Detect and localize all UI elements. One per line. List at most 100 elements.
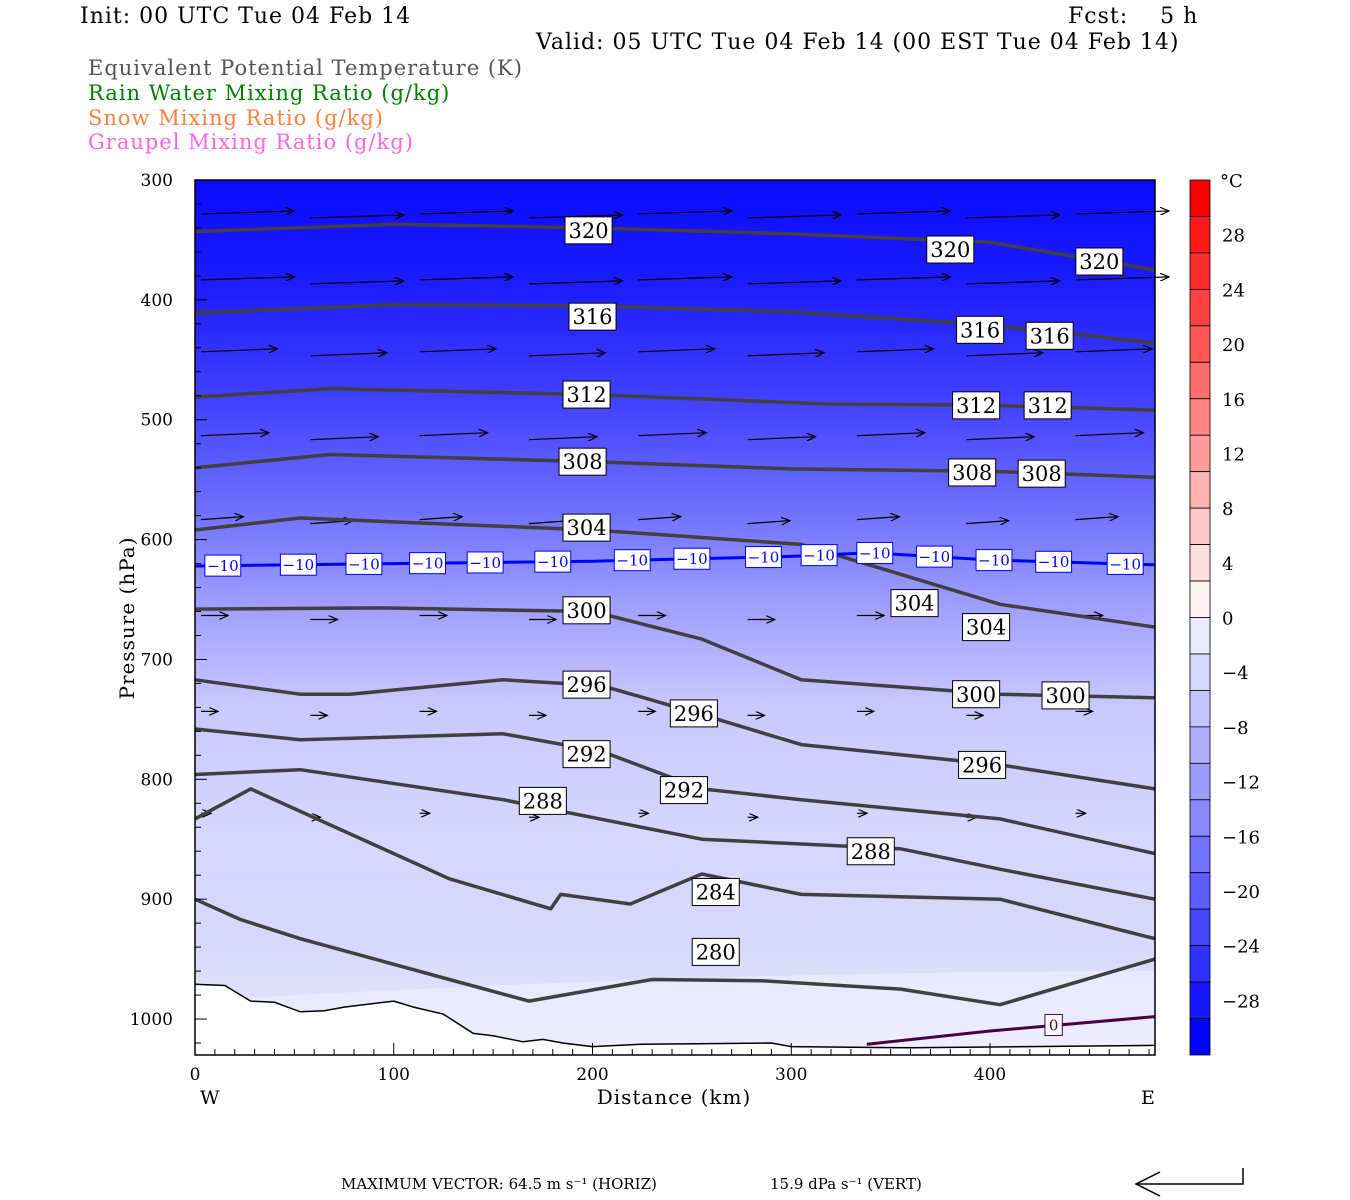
isotherm-label: −10 [412,555,444,573]
wind-vector [747,437,816,440]
theta-e-label-304-box [562,513,611,542]
theta-e-label-312-box [1023,391,1072,420]
isotherm-label: −10 [348,555,380,573]
colorbar-label: 0 [1222,609,1233,630]
colorbar-bin [1189,288,1211,327]
theta-e-label-312: 312 [956,394,996,418]
wind-vector [419,211,514,214]
isotherm-label-box [1106,552,1144,575]
west-label: W [200,1087,220,1109]
theta-e-label-320: 320 [1079,250,1119,274]
theta-e-label-292-box [562,740,611,769]
wind-vector [856,433,925,436]
y-tick-label: 500 [141,411,173,431]
colorbar-unit: °C [1220,171,1243,192]
wind-vector [200,433,269,436]
wind-vector [528,437,597,440]
theta-e-label-296: 296 [567,673,607,697]
colorbar-label: 4 [1222,554,1233,575]
wind-vector [200,349,278,352]
theta-e-label-320: 320 [930,238,970,262]
wind-vector [747,521,791,524]
isotherm-label: −10 [616,552,648,570]
theta-e-label-300: 300 [956,683,996,707]
isotherm-label-box [204,554,242,577]
colorbar-bin [1189,726,1211,764]
colorbar-bin [1189,908,1211,947]
reference-vector-arrowhead-icon [1134,1171,1161,1197]
isotherm-label-box [534,550,572,573]
temperature-shading [195,180,1155,1055]
theta-e-label-308: 308 [952,461,992,485]
isotherm-label-box [466,551,504,574]
theta-e-label-308-box [1017,459,1066,488]
max-vector-vert: 15.9 dPa s⁻¹ (VERT) [770,1175,922,1193]
wind-vector [419,433,488,436]
theta-e-label-280: 280 [696,940,736,964]
wind-vector [1075,517,1119,520]
wind-vector [966,281,1060,284]
theta-e-label-296-box [958,750,1007,779]
colorbar-bin [1189,617,1211,655]
east-label: E [1141,1087,1155,1109]
theta-e-label-292: 292 [567,743,607,767]
colorbar-bin [1189,981,1211,1019]
theta-e-label-316: 316 [960,318,1000,342]
wind-vector [638,277,732,280]
x-tick-label: 300 [775,1065,807,1085]
theta-e-label-300-box [562,596,611,625]
y-tick-label: 900 [141,890,173,910]
theta-e-label-300-box [952,680,1001,709]
wind-vector [200,277,295,280]
isotherm-label-box [345,552,383,575]
wind-vector [747,281,842,284]
theta-e-label-312-box [562,380,611,409]
wind-vector [200,517,244,520]
isotherm-zero-label: 0 [1049,1016,1059,1034]
theta-e-label-320-box [1075,247,1124,276]
wind-vector [856,211,951,214]
theta-e-label-296: 296 [674,702,714,726]
wind-vector [638,433,706,436]
reference-vector-icon [1138,1168,1244,1185]
wind-vector [528,281,623,284]
theta-e-label-296-box [669,699,718,728]
isotherm-label-box [409,552,446,575]
theta-e-label-304: 304 [894,592,934,616]
theta-e-label-304-box [890,589,939,618]
isotherm-label-box [800,544,838,567]
colorbar-bin [1189,762,1211,801]
theta-e-label-316: 316 [572,305,612,329]
isotherm-label-box [975,549,1013,572]
theta-e-contour-320 [194,222,1156,272]
wind-vector [856,517,900,520]
theta-e-label-296-box [562,670,611,699]
legend-theta-e: Equivalent Potential Temperature (K) [88,56,523,80]
wind-vector [966,353,1043,356]
isotherm-label-box [744,546,782,569]
wind-vector [638,517,681,520]
theta-e-contour-280 [194,897,1156,1007]
theta-e-label-280-box [691,937,740,966]
colorbar-bin [1189,252,1211,290]
colorbar-label: 8 [1222,499,1233,520]
isotherm-label: −10 [978,551,1010,569]
theta-e-label-308: 308 [563,450,603,474]
theta-e-label-300: 300 [567,599,607,623]
theta-e-contour-292 [194,727,1156,856]
max-vector-horiz: MAXIMUM VECTOR: 64.5 m s⁻¹ (HORIZ) [341,1175,657,1193]
colorbar-bin [1189,690,1211,728]
colorbar-bin [1189,945,1211,983]
wind-vector [966,215,1060,218]
isotherm-label: −10 [1038,553,1070,571]
wind-vector [856,277,951,280]
colorbar-bin [1189,1018,1211,1056]
colorbar-label: −24 [1222,937,1260,958]
theta-e-label-288-box [518,786,567,815]
wind-vector [966,437,1034,440]
y-tick-label: 800 [141,770,173,790]
isotherm-zero-label-box [1044,1014,1063,1037]
isotherm-label-box [613,549,651,572]
y-tick-label: 400 [141,291,173,311]
valid-time: Valid: 05 UTC Tue 04 Feb 14 (00 EST Tue … [536,30,1180,55]
